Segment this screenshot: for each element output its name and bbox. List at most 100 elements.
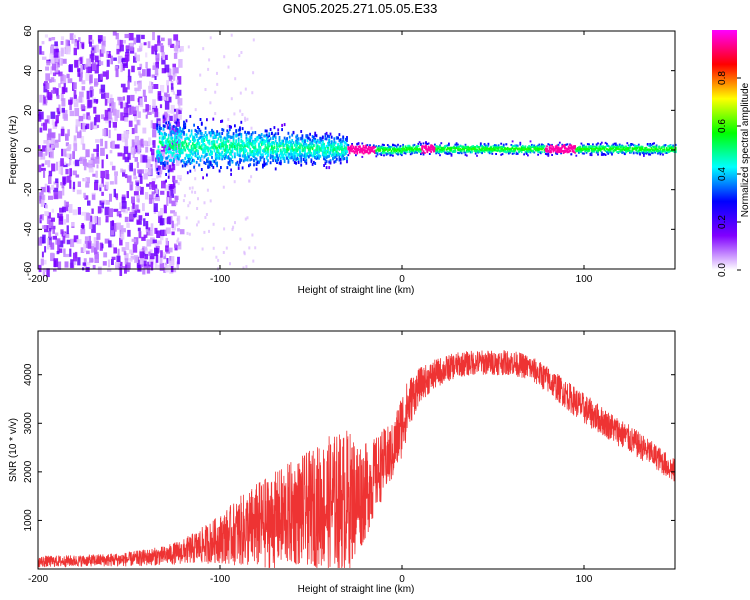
spectrogram-cell	[248, 138, 250, 142]
spectrogram-cell	[293, 153, 296, 157]
spectrogram-cell	[122, 153, 126, 160]
spectrogram-cell	[116, 48, 120, 55]
spectrogram-cell	[509, 151, 511, 154]
spectrogram-cell	[230, 168, 232, 172]
spectrogram-cell	[483, 149, 486, 152]
spectrogram-cell	[497, 149, 500, 152]
spectrogram-cell	[657, 149, 659, 152]
spectrogram-cell	[250, 136, 253, 140]
spectrogram-cell	[464, 153, 467, 156]
spectrogram-cell	[290, 150, 292, 154]
spectrogram-cell	[607, 148, 610, 151]
spectrogram-cell	[205, 213, 208, 216]
spectrogram-cell	[228, 125, 231, 128]
spectrogram-cell	[172, 164, 176, 171]
spectrogram-cell	[102, 36, 106, 42]
spectrogram-cell	[231, 135, 234, 139]
spectrogram-cell	[590, 149, 593, 152]
spectrogram-cell	[297, 141, 300, 145]
spectrogram-cell	[97, 206, 102, 214]
spectrogram-cell	[195, 145, 198, 149]
spectrogram-cell	[237, 133, 240, 137]
spectrogram-cell	[346, 150, 348, 154]
spectrogram-cell	[650, 144, 653, 147]
spectrogram-cell	[73, 143, 78, 152]
spectrogram-cell	[397, 148, 399, 151]
spectrogram-cell	[193, 165, 195, 169]
spectrogram-cell	[361, 148, 364, 151]
spectrogram-cell	[133, 191, 139, 196]
spectrogram-cell	[172, 63, 176, 68]
spectrogram-cell	[171, 147, 174, 151]
spectrogram-cell	[590, 154, 593, 157]
spectrogram-cell	[186, 145, 189, 148]
spectrogram-cell	[114, 66, 119, 71]
spectrogram-cell	[163, 204, 167, 214]
spectrogram-cell	[286, 139, 288, 143]
spectrogram-cell	[255, 139, 258, 143]
spectrogram-cell	[406, 146, 408, 149]
spectrogram-cell	[344, 141, 347, 145]
spectrogram-cell	[464, 143, 467, 146]
spectrogram-cell	[207, 157, 210, 161]
spectrogram-cell	[202, 150, 204, 154]
spectrogram-cell	[459, 145, 462, 148]
spectrogram-cell	[134, 209, 138, 215]
spectrogram-cell	[225, 155, 227, 159]
spectrogram-cell	[111, 259, 114, 265]
spectrogram-cell	[73, 98, 77, 103]
spectrogram-cell	[157, 170, 163, 175]
spectrogram-cell	[59, 248, 63, 253]
spectrogram-cell	[221, 154, 224, 158]
spectrogram-cell	[184, 124, 187, 128]
spectrogram-cell	[609, 146, 612, 149]
spectrogram-cell	[530, 143, 533, 146]
spectrogram-cell	[177, 182, 180, 186]
spectrogram-cell	[346, 143, 348, 147]
spectrogram-cell	[44, 183, 48, 193]
spectrogram-cell	[184, 139, 187, 143]
spectrogram-cell	[77, 257, 81, 266]
spectrogram-cell	[99, 200, 102, 206]
spectrogram-cell	[92, 173, 96, 177]
spectrogram-cell	[93, 148, 98, 152]
spectrogram-cell	[122, 87, 128, 93]
spectrogram-cell	[557, 143, 560, 146]
spectrogram-cell	[367, 148, 370, 151]
spectrogram-cell	[204, 145, 207, 149]
spectrogram-cell	[304, 146, 306, 150]
spectrogram-cell	[274, 167, 277, 171]
spectrogram-cell	[206, 173, 208, 177]
spectrogram-cell	[195, 135, 198, 138]
spectrogram-cell	[178, 146, 180, 150]
spectrogram-cell	[56, 88, 59, 97]
spectrogram-cell	[310, 145, 313, 149]
spectrogram-cell	[578, 149, 580, 152]
spectrogram-cell	[532, 145, 534, 147]
spectrogram-cell	[161, 141, 164, 144]
spectrogram-cell	[66, 239, 72, 245]
spectrogram-cell	[376, 152, 379, 155]
spectrogram-cell	[141, 34, 145, 40]
spectrogram-cell	[186, 156, 189, 160]
spectrogram-cell	[158, 151, 161, 154]
spectrogram-cell	[253, 163, 255, 167]
spectrogram-cell	[523, 146, 525, 149]
spectrogram-cell	[594, 148, 597, 151]
spectrogram-cell	[318, 150, 320, 154]
spectrogram-cell	[189, 140, 192, 143]
spectrogram-cell	[381, 143, 384, 146]
spectrogram-cell	[248, 143, 250, 147]
spectrogram-cell	[171, 139, 174, 143]
spectrogram-cell	[324, 161, 327, 165]
spectrogram-cell	[85, 123, 90, 129]
spectrogram-cell	[412, 150, 415, 153]
spectrogram-cell	[561, 150, 564, 152]
spectrogram-cell	[425, 145, 427, 148]
spectrogram-cell	[558, 151, 561, 153]
spectrogram-cells	[38, 31, 677, 278]
spectrogram-cell	[620, 146, 622, 149]
spectrogram-cell	[537, 153, 539, 156]
spectrogram-cell	[137, 82, 141, 92]
spectrogram-cell	[665, 147, 668, 150]
